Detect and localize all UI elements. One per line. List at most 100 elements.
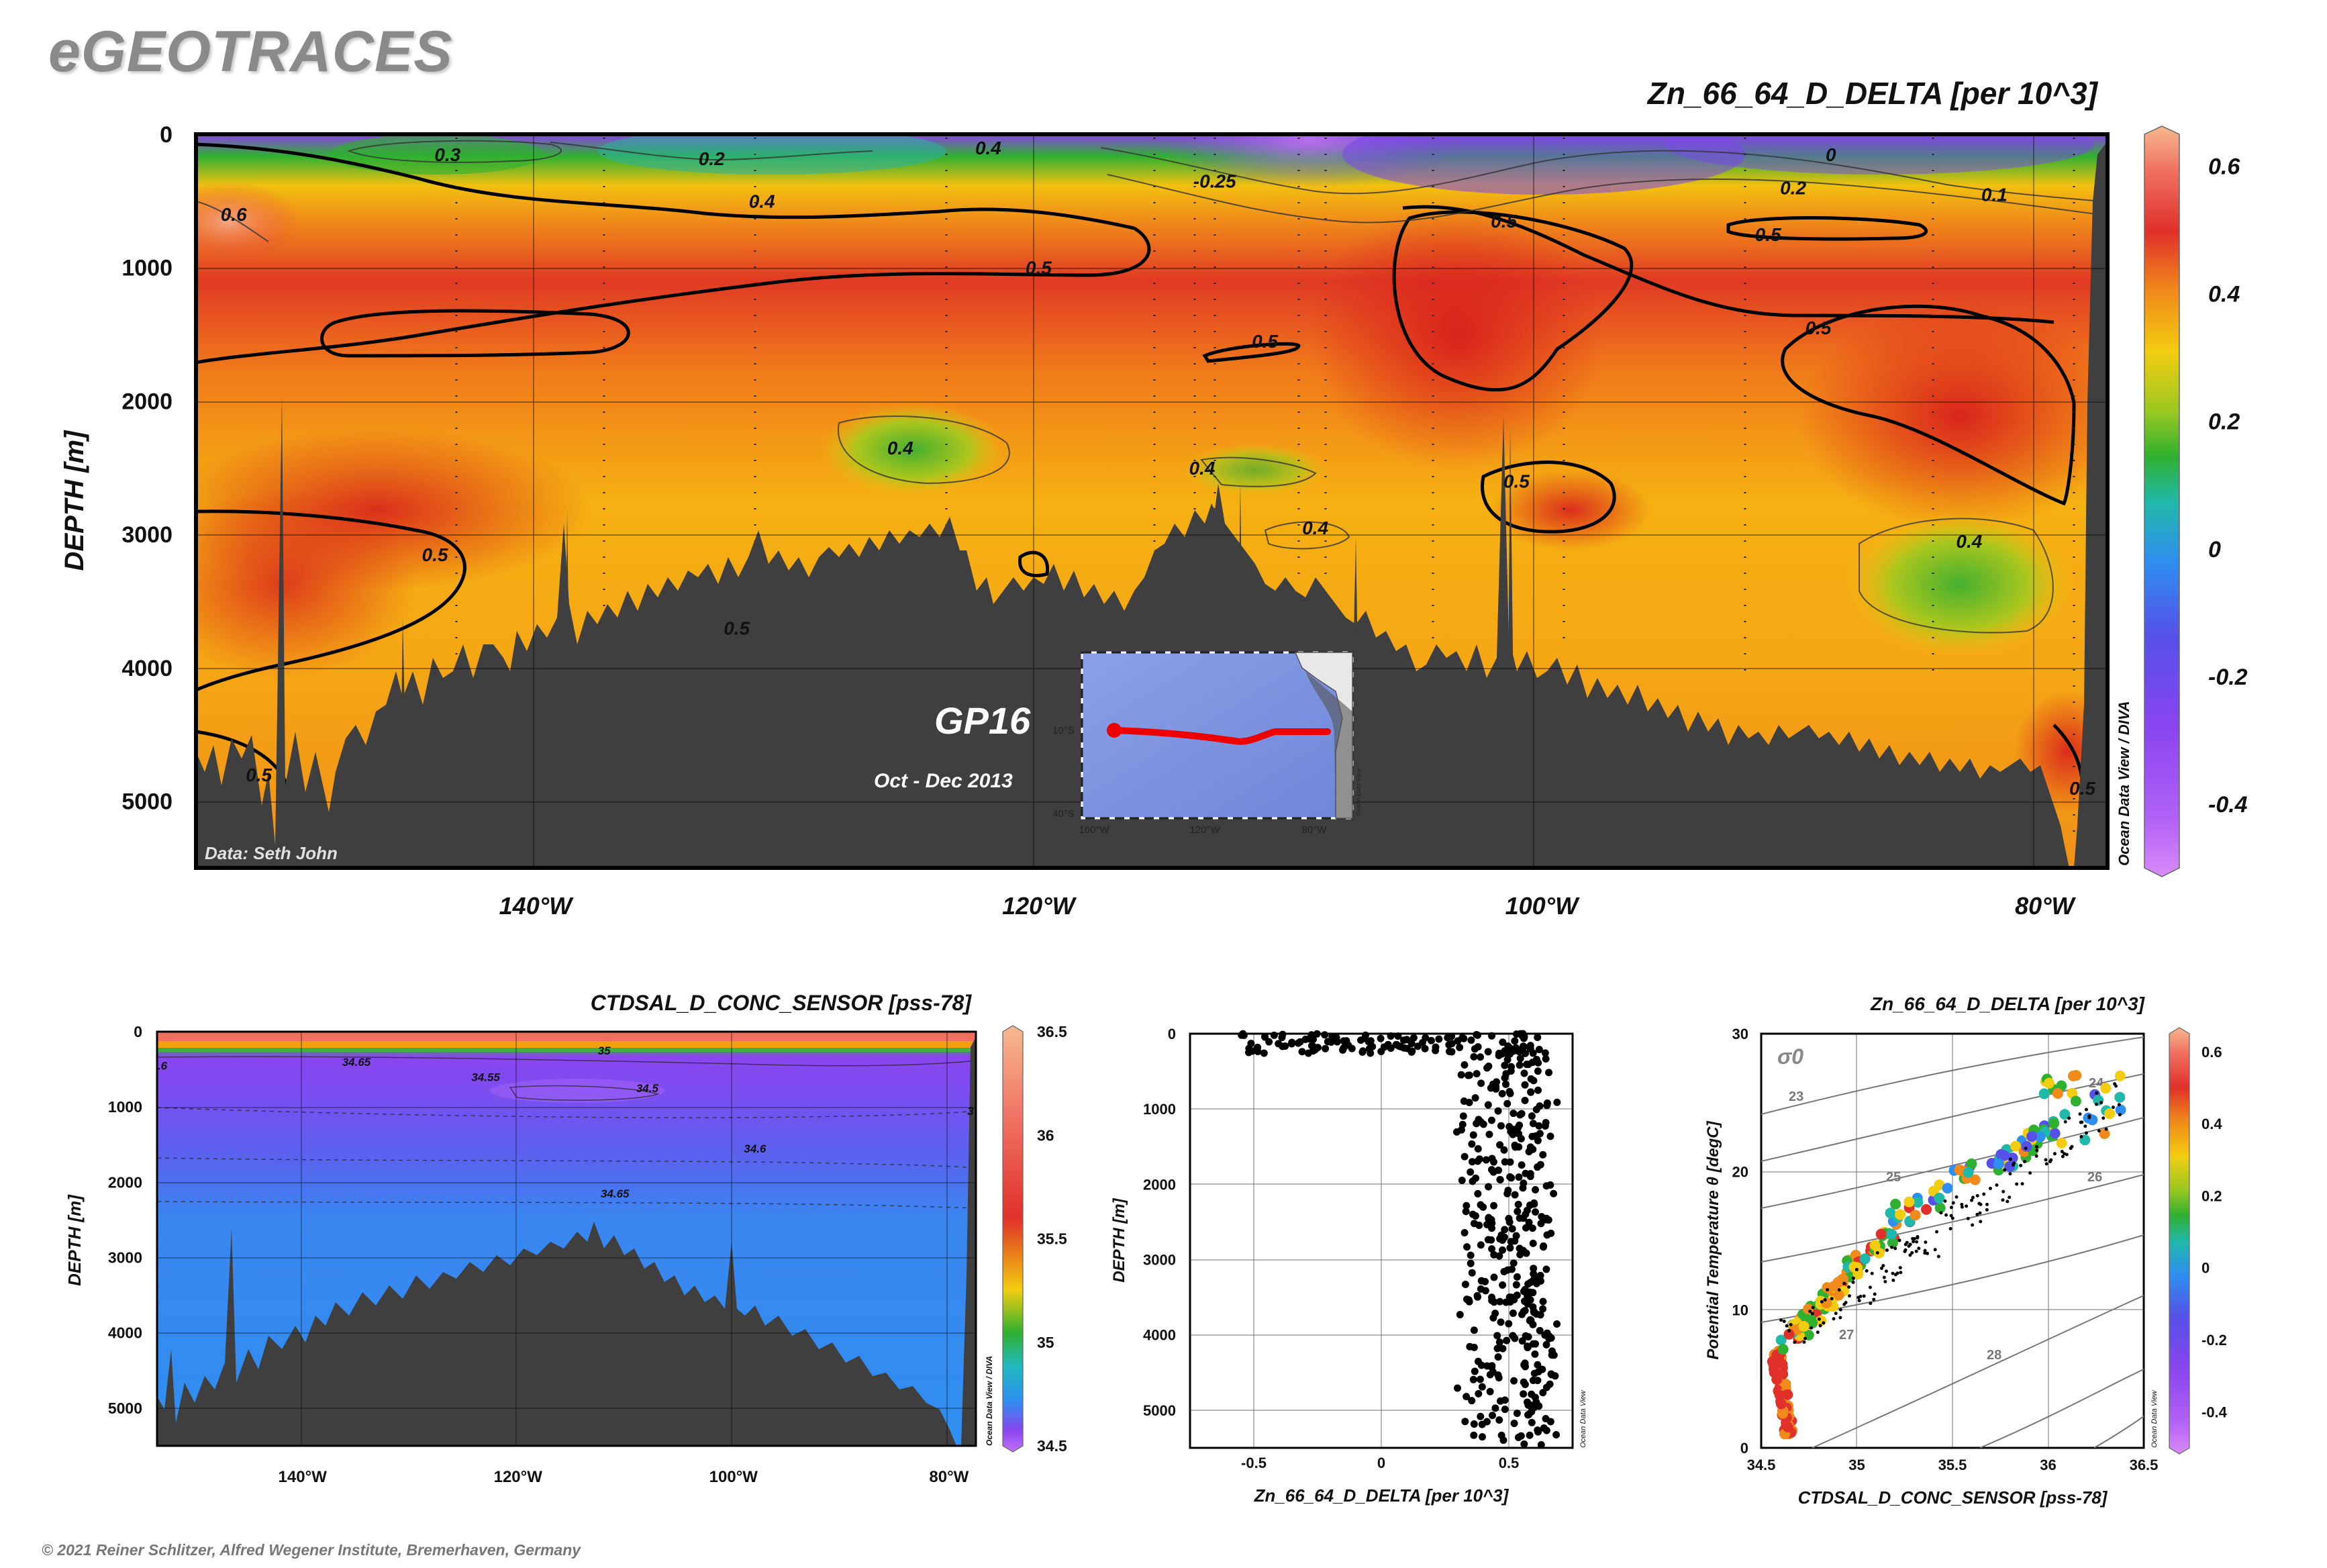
ts-software: Ocean Data View	[2150, 1390, 2159, 1448]
profile-point	[1489, 1168, 1497, 1176]
profile-point	[1487, 1236, 1495, 1244]
profile-point	[1541, 1049, 1549, 1057]
profile-point	[1427, 1036, 1435, 1044]
profile-point	[1542, 1055, 1550, 1063]
ts-x-tick-label: 35	[1848, 1457, 1865, 1473]
ts-point	[1771, 1374, 1783, 1385]
ts-point	[1782, 1389, 1793, 1400]
profile-point	[1466, 1342, 1474, 1351]
main-contour-label: 0.6	[221, 204, 247, 225]
profile-point	[1530, 1265, 1538, 1273]
ts-point	[1912, 1197, 1924, 1208]
profile-point	[1478, 1433, 1486, 1441]
inset-software: Ocean Data View	[1355, 769, 1362, 816]
profile-point	[1475, 1116, 1483, 1124]
profile-point	[1445, 1048, 1453, 1056]
ts-point	[2048, 1160, 2052, 1164]
ts-point	[1891, 1278, 1895, 1282]
profile-point	[1499, 1246, 1506, 1254]
ts-point	[1975, 1193, 1979, 1197]
profile-point	[1542, 1340, 1550, 1349]
salinity-x-ticks: 140°W 120°W 100°W 80°W	[279, 1468, 969, 1486]
profile-point	[1489, 1412, 1497, 1420]
main-contour-label: 0.2	[1780, 177, 1806, 198]
ts-point	[1847, 1285, 1851, 1289]
profile-point	[1512, 1044, 1520, 1052]
profile-point	[1547, 1229, 1555, 1237]
profile-point	[1529, 1239, 1537, 1247]
ts-point	[2084, 1131, 2088, 1135]
profile-point	[1539, 1305, 1547, 1313]
profile-point	[1545, 1069, 1553, 1077]
ts-point	[1944, 1213, 1948, 1217]
ts-point	[1895, 1271, 1899, 1275]
salinity-colorbar-ticks: 36.5 36 35.5 35 34.5	[1037, 1023, 1067, 1455]
main-colorbar-tick-label: 0.4	[2208, 282, 2240, 307]
main-x-tick-label: 120°W	[1002, 892, 1077, 920]
main-contour-label: 0.3	[434, 144, 460, 165]
ts-points	[1767, 1070, 2126, 1440]
ts-point	[1954, 1195, 1959, 1199]
profile-point	[1485, 1183, 1493, 1191]
profile-point	[1525, 1218, 1533, 1226]
profile-point	[1488, 1155, 1496, 1163]
ts-colorbar-tick-label: -0.4	[2201, 1404, 2228, 1420]
ts-point	[1903, 1242, 1908, 1246]
main-colorbar-tick-label: 0.6	[2208, 154, 2240, 180]
ts-point	[1837, 1288, 1841, 1292]
ts-point	[1882, 1275, 1886, 1279]
main-contour-label: 0.5	[724, 618, 750, 638]
profile-point	[1505, 1214, 1513, 1222]
ts-point	[1820, 1300, 1824, 1304]
ts-point	[2015, 1182, 2019, 1186]
ts-point	[1895, 1209, 1906, 1220]
profile-point	[1470, 1420, 1478, 1428]
ts-point	[1921, 1204, 1932, 1215]
profile-point	[1542, 1426, 1550, 1434]
profile-point	[1553, 1320, 1561, 1328]
ts-point	[2043, 1077, 2054, 1089]
profile-point	[1498, 1089, 1506, 1097]
ts-point	[2023, 1160, 2027, 1164]
ts-isopycnal-labels: 23 24 25 26 27 28	[1789, 1076, 2104, 1363]
ts-point	[1979, 1220, 1983, 1224]
profile-point	[1534, 1136, 1542, 1144]
ts-point	[2095, 1102, 2099, 1106]
profile-point	[1394, 1032, 1402, 1040]
profile-point	[1254, 1048, 1262, 1056]
profile-point	[1506, 1244, 1514, 1252]
ts-point	[2028, 1171, 2032, 1175]
profile-point	[1521, 1359, 1529, 1367]
ts-point	[1910, 1210, 1921, 1221]
profile-point	[1524, 1280, 1532, 1288]
ts-point	[1875, 1228, 1887, 1240]
main-contour-label: 0.5	[2069, 778, 2095, 799]
profile-point	[1275, 1040, 1283, 1048]
ts-point	[1870, 1271, 1874, 1275]
ts-point	[1857, 1299, 1861, 1303]
profile-point	[1403, 1036, 1411, 1044]
main-contour-label: 0.5	[1491, 211, 1517, 232]
ts-point	[2001, 1189, 2006, 1193]
ts-point	[1982, 1192, 1986, 1196]
ts-point	[2021, 1140, 2032, 1152]
profile-point	[1494, 1371, 1502, 1379]
inset-lat-40s: 40°S	[1052, 808, 1075, 820]
profile-point	[1260, 1049, 1268, 1057]
ts-point	[2070, 1095, 2081, 1107]
ts-point	[2003, 1168, 2007, 1172]
profile-point	[1477, 1053, 1485, 1061]
profile-point	[1538, 1365, 1546, 1373]
profile-point	[1536, 1326, 1544, 1334]
profile-point	[1496, 1297, 1504, 1306]
ts-point	[2001, 1198, 2005, 1202]
profile-point	[1470, 1052, 1478, 1061]
profile-point	[1552, 1431, 1561, 1439]
ts-point	[1886, 1228, 1897, 1240]
salinity-x-tick-label: 80°W	[929, 1468, 969, 1486]
profile-point	[1528, 1132, 1536, 1140]
ts-point	[1875, 1251, 1879, 1255]
profile-point	[1348, 1044, 1356, 1052]
main-title: Zn_66_64_D_DELTA [per 10^3]	[1646, 76, 2099, 111]
profile-point	[1530, 1077, 1538, 1085]
